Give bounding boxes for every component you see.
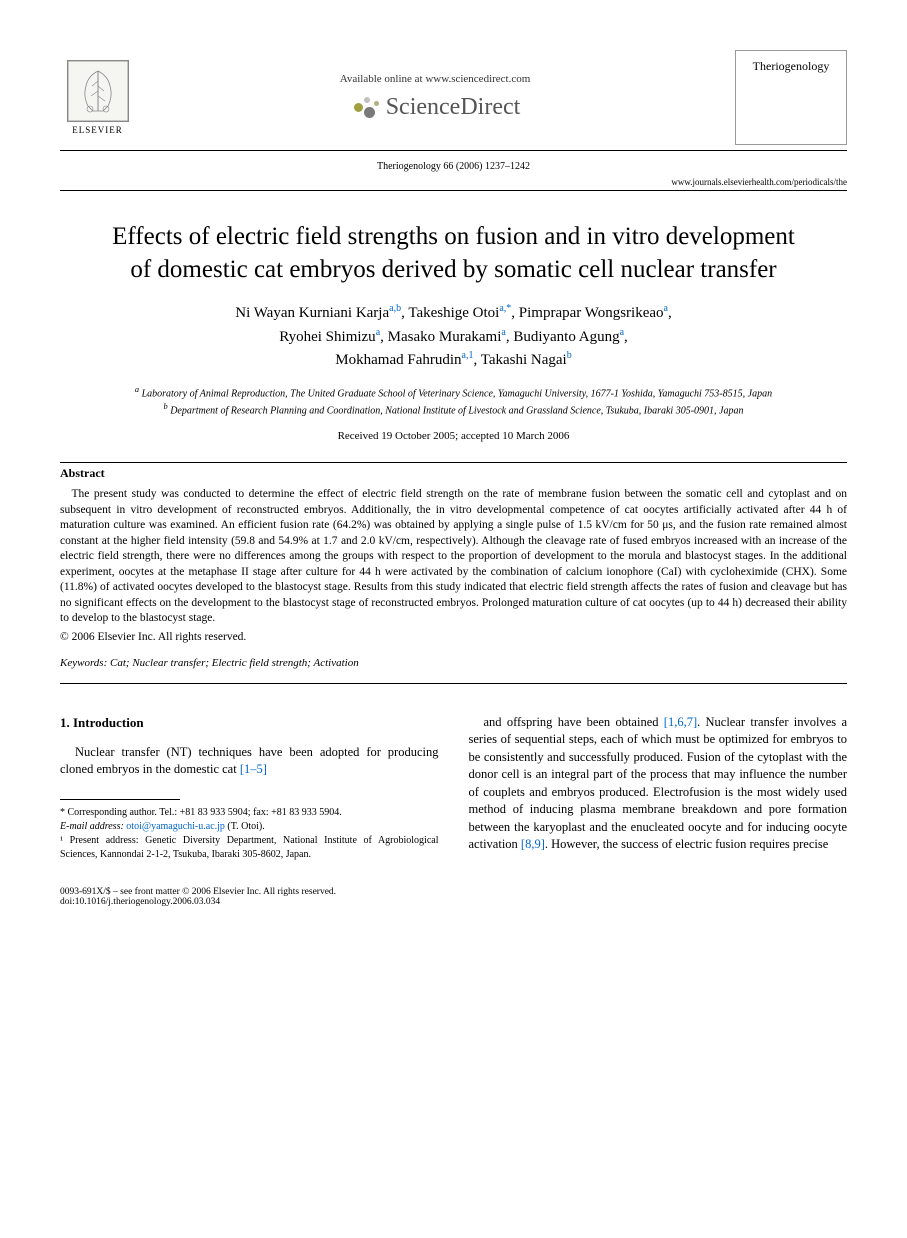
author-6-sup[interactable]: a xyxy=(620,327,624,338)
elsevier-tree-icon xyxy=(67,60,129,122)
affiliation-b: Department of Research Planning and Coor… xyxy=(170,405,743,416)
corresponding-author: * Corresponding author. Tel.: +81 83 933… xyxy=(60,806,439,820)
affiliations-block: a Laboratory of Animal Reproduction, The… xyxy=(110,384,797,419)
center-header: Available online at www.sciencedirect.co… xyxy=(135,73,735,123)
author-6: Budiyanto Agung xyxy=(513,329,619,345)
footnote-separator xyxy=(60,799,180,800)
author-7: Mokhamad Fahrudin xyxy=(335,352,461,368)
author-2: Takeshige Otoi xyxy=(408,305,499,321)
sciencedirect-text: ScienceDirect xyxy=(386,94,521,121)
email-line: E-mail address: otoi@yamaguchi-u.ac.jp (… xyxy=(60,820,439,834)
ref-link-89[interactable]: [8,9] xyxy=(521,837,545,851)
right-column: and offspring have been obtained [1,6,7]… xyxy=(469,714,848,862)
left-column: 1. Introduction Nuclear transfer (NT) te… xyxy=(60,714,439,862)
abstract-text: The present study was conducted to deter… xyxy=(60,487,847,627)
abstract-heading: Abstract xyxy=(60,466,847,481)
elsevier-logo: ELSEVIER xyxy=(60,55,135,140)
email-label: E-mail address: xyxy=(60,821,124,832)
email-address[interactable]: otoi@yamaguchi-u.ac.jp xyxy=(126,821,225,832)
intro-right-2: . Nuclear transfer involves a series of … xyxy=(469,715,848,852)
elsevier-label: ELSEVIER xyxy=(72,125,123,135)
author-7-sup[interactable]: a,1 xyxy=(462,350,474,361)
affiliation-a: Laboratory of Animal Reproduction, The U… xyxy=(142,388,773,399)
footnotes-block: * Corresponding author. Tel.: +81 83 933… xyxy=(60,806,439,862)
present-address: ¹ Present address: Genetic Diversity Dep… xyxy=(60,834,439,862)
author-1-sup[interactable]: a,b xyxy=(389,303,401,314)
journal-url: www.journals.elsevierhealth.com/periodic… xyxy=(60,177,847,187)
journal-name: Theriogenology xyxy=(753,59,830,74)
author-8: Takashi Nagai xyxy=(481,352,567,368)
sd-dots-icon xyxy=(350,93,380,123)
article-title: Effects of electric field strengths on f… xyxy=(100,221,807,286)
header-rule-top xyxy=(60,150,847,151)
author-4: Ryohei Shimizu xyxy=(279,329,375,345)
citation-line: Theriogenology 66 (2006) 1237–1242 xyxy=(60,161,847,172)
author-8-sup[interactable]: b xyxy=(567,350,572,361)
doi-line: doi:10.1016/j.theriogenology.2006.03.034 xyxy=(60,897,847,907)
journal-cover-box: Theriogenology xyxy=(735,50,847,145)
section-1-heading: 1. Introduction xyxy=(60,714,439,732)
intro-para-right: and offspring have been obtained [1,6,7]… xyxy=(469,714,848,854)
authors-block: Ni Wayan Kurniani Karjaa,b, Takeshige Ot… xyxy=(90,301,817,372)
author-3: Pimprapar Wongsrikeao xyxy=(519,305,664,321)
keywords-label: Keywords: xyxy=(60,657,107,669)
author-2-star[interactable]: * xyxy=(506,303,511,314)
page-container: ELSEVIER Available online at www.science… xyxy=(0,0,907,957)
intro-right-1: and offspring have been obtained xyxy=(484,715,664,729)
author-5: Masako Murakami xyxy=(388,329,502,345)
email-who: (T. Otoi). xyxy=(227,821,264,832)
intro-right-3: . However, the success of electric fusio… xyxy=(545,837,828,851)
keywords-line: Keywords: Cat; Nuclear transfer; Electri… xyxy=(60,657,847,669)
abstract-rule-bottom xyxy=(60,683,847,684)
abstract-rule-top xyxy=(60,462,847,463)
sciencedirect-logo: ScienceDirect xyxy=(135,93,735,123)
abstract-copyright: © 2006 Elsevier Inc. All rights reserved… xyxy=(60,631,847,643)
intro-para-left: Nuclear transfer (NT) techniques have be… xyxy=(60,744,439,779)
received-dates: Received 19 October 2005; accepted 10 Ma… xyxy=(60,430,847,442)
author-5-sup[interactable]: a xyxy=(501,327,505,338)
ref-link-167[interactable]: [1,6,7] xyxy=(664,715,697,729)
header-rule-bottom xyxy=(60,190,847,191)
keywords-text: Cat; Nuclear transfer; Electric field st… xyxy=(110,657,359,669)
author-4-sup[interactable]: a xyxy=(376,327,380,338)
ref-link-1-5[interactable]: [1–5] xyxy=(240,762,267,776)
available-online-text: Available online at www.sciencedirect.co… xyxy=(135,73,735,85)
two-column-body: 1. Introduction Nuclear transfer (NT) te… xyxy=(60,714,847,862)
front-matter-line: 0093-691X/$ – see front matter © 2006 El… xyxy=(60,887,847,897)
author-3-sup[interactable]: a xyxy=(664,303,668,314)
header-row: ELSEVIER Available online at www.science… xyxy=(60,50,847,145)
author-1: Ni Wayan Kurniani Karja xyxy=(235,305,389,321)
